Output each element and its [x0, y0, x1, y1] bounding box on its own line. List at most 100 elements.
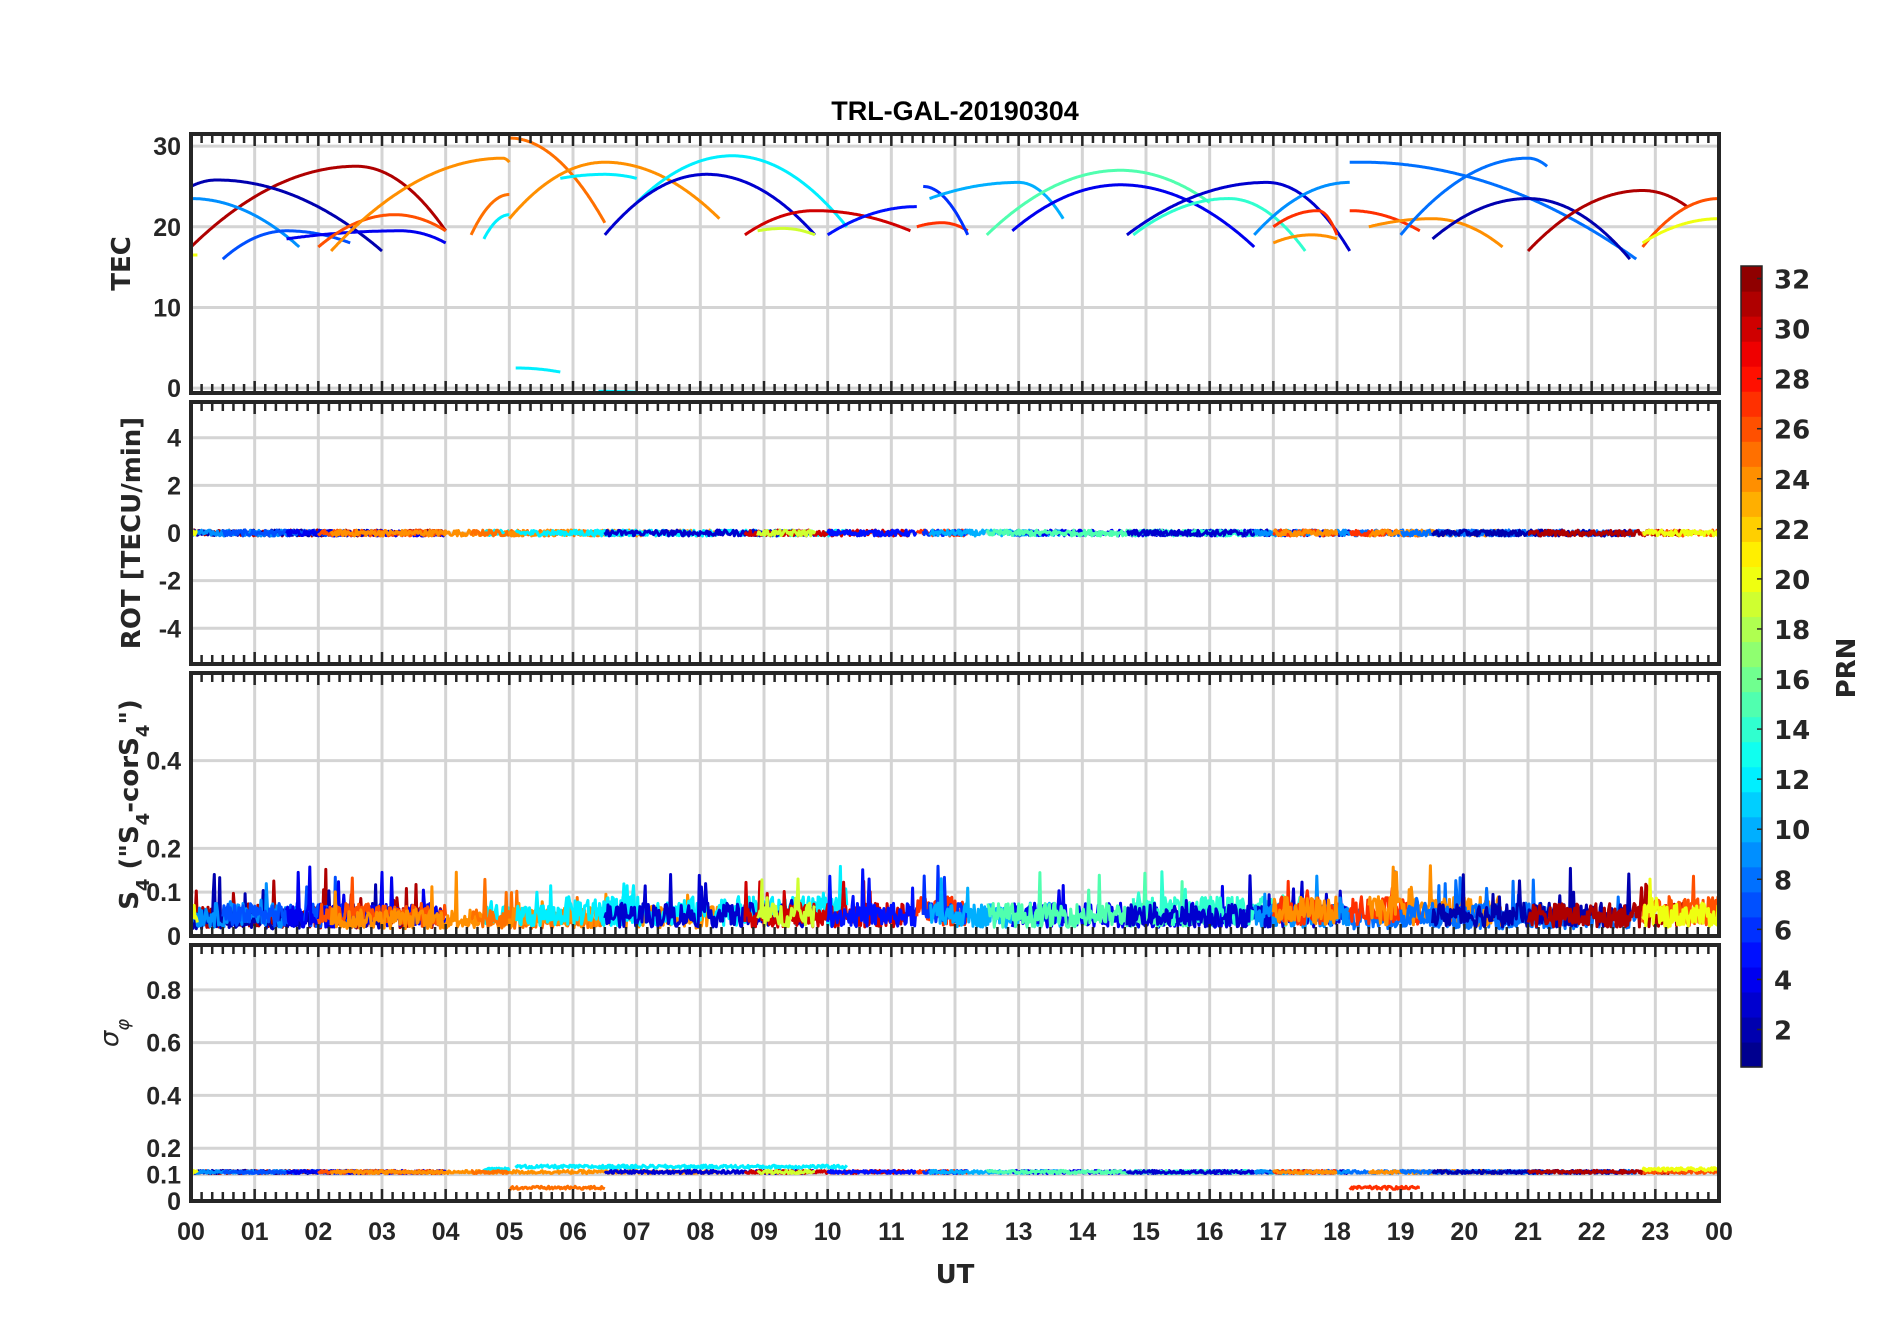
series-prn-24: [508, 160, 721, 220]
series-prn-25: [469, 528, 511, 538]
y-axis-label: σφ: [95, 1019, 134, 1047]
series-prn-25: [469, 193, 510, 236]
y-tick-label: 0.4: [146, 1082, 181, 1110]
colorbar-frame: [1740, 265, 1763, 1068]
colorbar-level: [1741, 516, 1762, 542]
series-prn-19: [756, 1168, 816, 1176]
series-prn-4: [286, 229, 447, 245]
x-tick-label: 17: [1259, 1218, 1287, 1246]
series-prn-20: [1641, 217, 1719, 245]
series-prn-15: [985, 168, 1211, 236]
series-prn-25: [508, 136, 607, 224]
x-tick-label: 02: [304, 1218, 332, 1246]
series-prn-5: [826, 1168, 918, 1175]
colorbar-level: [1741, 966, 1762, 993]
series-prn-24: [329, 870, 511, 931]
colorbar-level: [1741, 616, 1762, 643]
series-prn-5: [826, 528, 918, 538]
y-axis-label: ROT [TECU/min]: [117, 417, 147, 649]
x-axis-label: UT: [936, 1260, 975, 1290]
y-tick-label: 0.2: [146, 1135, 181, 1163]
series-prn-12: [482, 213, 510, 240]
colorbar-level: [1741, 291, 1762, 317]
x-tick-label: 06: [559, 1218, 587, 1246]
series-group: [191, 864, 1719, 931]
colorbar-level: [1741, 391, 1762, 417]
x-tick-label: 00: [1705, 1218, 1733, 1246]
panel-sigma: 00.10.2 0.4 0.6 0.8 σφ: [95, 943, 1721, 1216]
series-prn-25: [470, 877, 511, 930]
y-tick-label: 0: [167, 520, 181, 548]
colorbar-level: [1741, 441, 1762, 467]
series-prn-5: [826, 868, 919, 929]
colorbar-level: [1741, 366, 1762, 392]
colorbar-tick-label: 28: [1774, 366, 1810, 396]
colorbar-level: [1741, 416, 1762, 442]
series-prn-19: [757, 226, 816, 237]
x-tick-label: 01: [241, 1218, 269, 1246]
series-prn-20: [1641, 1166, 1719, 1173]
series-prn-26: [317, 213, 447, 249]
y-tick-label: 0.4: [146, 748, 181, 776]
series-prn-27: [1348, 1184, 1421, 1191]
series-prn-12: [597, 884, 638, 927]
x-tick-label: 05: [495, 1218, 523, 1246]
series-prn-9: [1253, 180, 1351, 236]
series-prn-12: [559, 172, 638, 180]
series-prn-12: [597, 1163, 639, 1170]
colorbar-tick-label: 20: [1774, 566, 1810, 596]
x-tick-label: 18: [1323, 1218, 1351, 1246]
series-prn-8: [1399, 156, 1549, 236]
x-tick-label: 15: [1132, 1218, 1160, 1246]
y-tick-label: 0.6: [146, 1030, 181, 1058]
colorbar-tick-label: 18: [1774, 616, 1810, 646]
series-prn-27: [916, 221, 969, 233]
panel-tec: 0 10 20 30 TEC: [107, 132, 1721, 403]
series-prn-24: [1272, 528, 1339, 538]
series-prn-26: [1641, 197, 1719, 248]
series-prn-19: [756, 528, 817, 538]
series-prn-27: [1272, 209, 1339, 236]
colorbar-level: [1741, 941, 1762, 968]
series-prn-25: [470, 1169, 510, 1175]
series-prn-12: [514, 529, 562, 538]
y-axis-label: S4 ("S4-corS4"): [115, 699, 154, 910]
colorbar-level: [1741, 316, 1762, 342]
x-tick-label: 03: [368, 1218, 396, 1246]
colorbar-level: [1741, 591, 1762, 618]
series-prn-9: [191, 528, 300, 538]
colorbar-level: [1741, 991, 1762, 1018]
series-prn-4: [1011, 183, 1256, 249]
series-prn-5: [826, 205, 918, 237]
series-prn-24: [1368, 217, 1504, 249]
series-prn-20: [1641, 877, 1719, 929]
series-prn-30: [744, 209, 911, 237]
colorbar-level: [1741, 1016, 1762, 1043]
colorbar-level: [1741, 666, 1762, 693]
colorbar-tick-label: 2: [1774, 1016, 1792, 1046]
colorbar-level: [1741, 691, 1762, 718]
series-prn-24: [1367, 864, 1504, 927]
x-tick-label: 08: [686, 1218, 714, 1246]
colorbar-level: [1741, 716, 1762, 743]
axes-frame: [189, 400, 1721, 666]
y-tick-label: 10: [153, 294, 181, 322]
colorbar-level: [1741, 766, 1762, 793]
y-tick-label: 2: [167, 472, 181, 500]
colorbar-level: [1741, 791, 1762, 818]
y-axis-label: TEC: [107, 236, 137, 291]
colorbar-tick-label: 16: [1774, 666, 1810, 696]
series-prn-6: [922, 184, 970, 236]
x-tick-label: 13: [1005, 1218, 1033, 1246]
series-prn-12: [635, 1163, 849, 1170]
colorbar-level: [1741, 541, 1762, 567]
colorbar-level: [1741, 491, 1762, 517]
y-tick-label: 30: [153, 133, 181, 161]
colorbar-level: [1741, 1041, 1762, 1068]
series-prn-12: [514, 1163, 562, 1170]
colorbar-level: [1741, 341, 1762, 367]
series-prn-14: [1132, 197, 1307, 252]
series-prn-3: [1126, 180, 1352, 252]
